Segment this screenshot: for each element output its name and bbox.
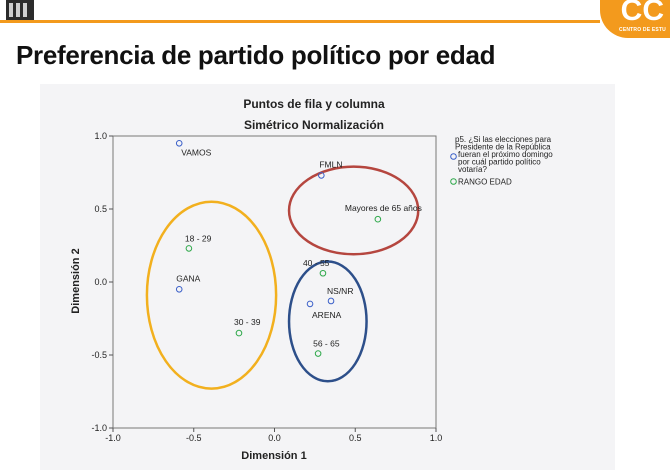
data-point [185, 245, 193, 252]
y-axis-title: Dimensión 2 [70, 248, 82, 313]
document-icon [6, 0, 34, 20]
data-point [319, 269, 327, 277]
logo: CC CENTRO DE ESTU [600, 0, 670, 38]
y-tick-label: 0.5 [94, 204, 107, 214]
point-label: 30 - 39 [234, 317, 261, 327]
data-point [175, 140, 183, 147]
point-label: 18 - 29 [185, 233, 212, 243]
legend-marker-age [450, 178, 457, 185]
ellipse-older-group [287, 165, 420, 256]
point-label: 56 - 65 [313, 339, 340, 349]
point-label: NS/NR [327, 286, 353, 296]
y-tick-label: -1.0 [91, 423, 107, 433]
x-tick-label: -1.0 [105, 433, 121, 443]
legend-label-age: RANGO EDAD [458, 178, 512, 187]
accent-line [0, 20, 600, 23]
y-tick-label: 0.0 [94, 277, 107, 287]
y-tick-label: -0.5 [91, 350, 107, 360]
data-point [235, 329, 243, 337]
top-bar [0, 0, 670, 26]
x-tick-label: -0.5 [186, 433, 202, 443]
x-tick-label: 0.0 [268, 433, 281, 443]
point-label: Mayores de 65 años [345, 203, 422, 213]
x-axis-title: Dimensión 1 [241, 450, 306, 462]
legend-label-party: p5. ¿Si las elecciones para Presidente de… [455, 135, 553, 174]
x-tick-label: 0.5 [349, 433, 362, 443]
point-label: ARENA [312, 310, 342, 320]
slide-title: Preferencia de partido político por edad [16, 40, 496, 70]
point-label: FMLN [319, 159, 342, 169]
ellipse-middle-group [287, 260, 368, 383]
data-point [306, 300, 314, 308]
x-tick-label: 1.0 [430, 433, 443, 443]
chart-title: Puntos de fila y columna [243, 97, 385, 111]
chart-subtitle: Simétrico Normalización [244, 118, 384, 132]
chart-area [40, 84, 615, 470]
data-point [327, 297, 335, 305]
data-point [318, 172, 325, 179]
point-label: 40 - 55 [303, 258, 330, 268]
data-point [175, 286, 183, 293]
point-label: GANA [176, 273, 200, 283]
data-point [314, 350, 322, 357]
legend-marker-party [450, 153, 457, 160]
data-point [374, 215, 382, 223]
ellipse-young-group [145, 200, 278, 390]
y-tick-label: 1.0 [94, 131, 107, 141]
point-label: VAMOS [181, 147, 211, 157]
